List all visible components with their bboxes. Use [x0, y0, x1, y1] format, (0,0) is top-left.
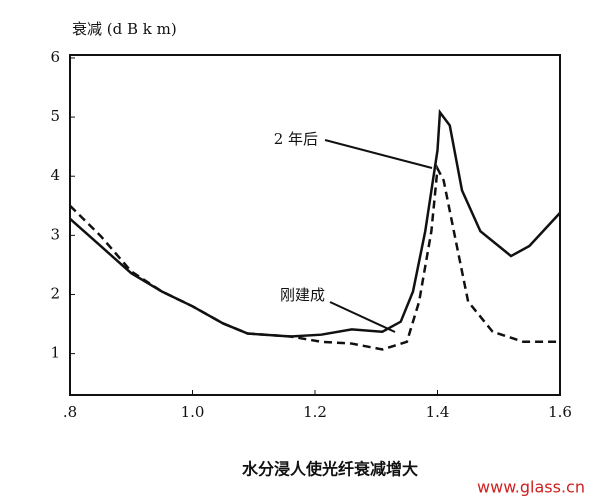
- x-tick-label: 1.2: [303, 403, 327, 421]
- x-tick-label: 1.0: [181, 403, 205, 421]
- x-tick-label: 1.4: [426, 403, 450, 421]
- y-tick-label: 5: [50, 107, 60, 125]
- y-tick-label: 1: [50, 344, 60, 362]
- leader-line: [329, 301, 396, 333]
- caption: 水分浸人使光纤衰减增大: [242, 460, 418, 479]
- series-label: 刚建成: [280, 286, 325, 304]
- y-tick-label: 2: [50, 284, 60, 302]
- x-tick-label: .8: [63, 403, 77, 421]
- watermark: www.glass.cn: [477, 478, 585, 497]
- x-tick-label: 1.6: [548, 403, 572, 421]
- y-tick-label: 3: [50, 225, 60, 243]
- plot-frame: [69, 54, 561, 396]
- y-axis-label: 衰减 (d B k m): [72, 20, 177, 38]
- y-tick-label: 4: [50, 166, 60, 184]
- series-label: 2 年后: [274, 130, 318, 148]
- y-tick-label: 6: [50, 48, 60, 66]
- leader-line: [324, 139, 433, 169]
- line: [69, 164, 560, 351]
